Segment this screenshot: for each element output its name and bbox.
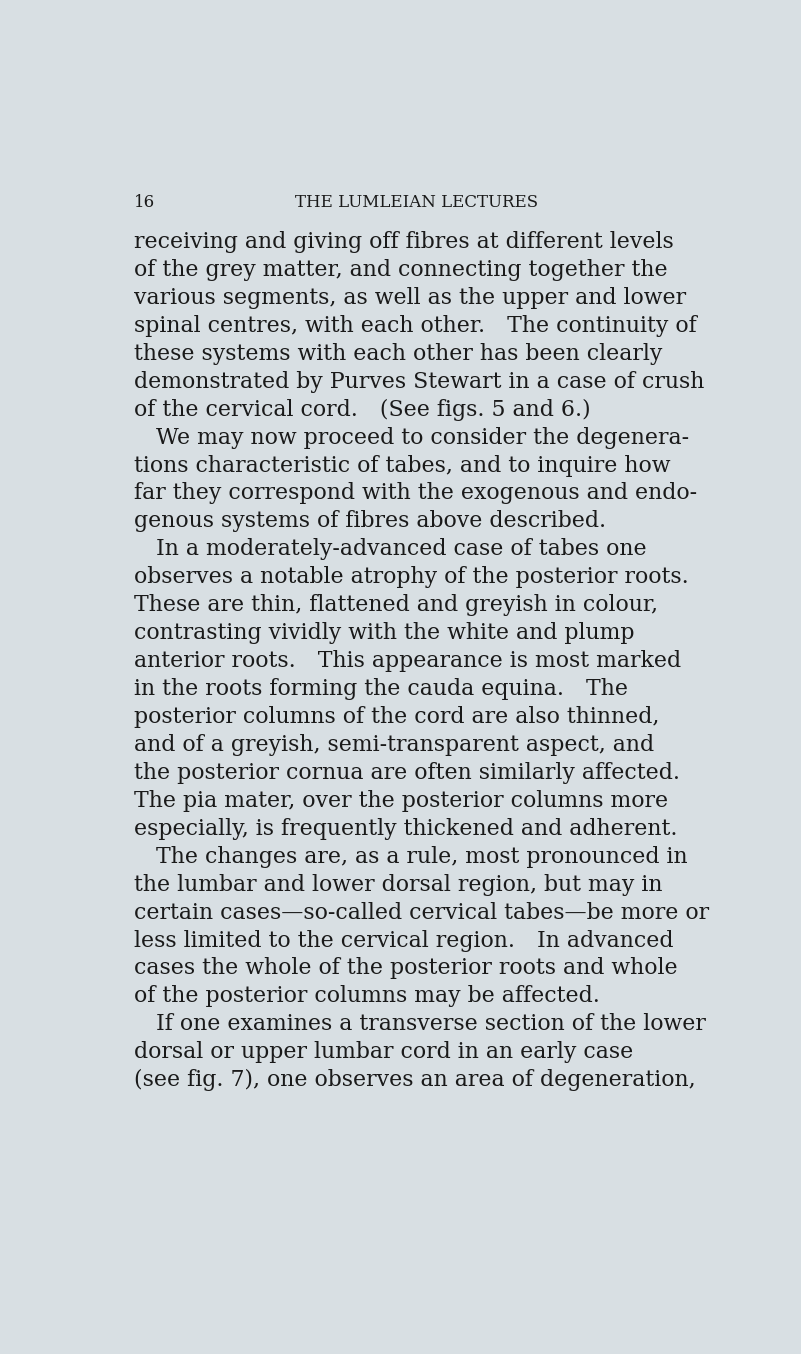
Text: dorsal or upper lumbar cord in an early case: dorsal or upper lumbar cord in an early …: [135, 1041, 634, 1063]
Text: these systems with each other has been clearly: these systems with each other has been c…: [135, 343, 662, 364]
Text: cases the whole of the posterior roots and whole: cases the whole of the posterior roots a…: [135, 957, 678, 979]
Text: spinal centres, with each other.  The continuity of: spinal centres, with each other. The con…: [135, 314, 697, 337]
Text: 16: 16: [135, 195, 155, 211]
Text: If one examines a transverse section of the lower: If one examines a transverse section of …: [135, 1013, 706, 1036]
Text: various segments, as well as the upper and lower: various segments, as well as the upper a…: [135, 287, 686, 309]
Text: certain cases—so-called cervical tabes—be more or: certain cases—so-called cervical tabes—b…: [135, 902, 710, 923]
Text: of the posterior columns may be affected.: of the posterior columns may be affected…: [135, 986, 600, 1007]
Text: In a moderately-advanced case of tabes one: In a moderately-advanced case of tabes o…: [135, 539, 647, 561]
Text: THE LUMLEIAN LECTURES: THE LUMLEIAN LECTURES: [295, 195, 538, 211]
Text: We may now proceed to consider the degenera-: We may now proceed to consider the degen…: [135, 427, 690, 448]
Text: especially, is frequently thickened and adherent.: especially, is frequently thickened and …: [135, 818, 678, 839]
Text: These are thin, flattened and greyish in colour,: These are thin, flattened and greyish in…: [135, 594, 658, 616]
Text: (see fig. 7), one observes an area of degeneration,: (see fig. 7), one observes an area of de…: [135, 1070, 696, 1091]
Text: far they correspond with the exogenous and endo-: far they correspond with the exogenous a…: [135, 482, 698, 505]
Text: tions characteristic of tabes, and to inquire how: tions characteristic of tabes, and to in…: [135, 455, 670, 477]
Text: The changes are, as a rule, most pronounced in: The changes are, as a rule, most pronoun…: [135, 846, 688, 868]
Text: demonstrated by Purves Stewart in a case of crush: demonstrated by Purves Stewart in a case…: [135, 371, 705, 393]
Text: posterior columns of the cord are also thinned,: posterior columns of the cord are also t…: [135, 705, 660, 728]
Text: in the roots forming the cauda equina.  The: in the roots forming the cauda equina. T…: [135, 678, 628, 700]
Text: contrasting vividly with the white and plump: contrasting vividly with the white and p…: [135, 621, 634, 645]
Text: observes a notable atrophy of the posterior roots.: observes a notable atrophy of the poster…: [135, 566, 689, 588]
Text: the posterior cornua are often similarly affected.: the posterior cornua are often similarly…: [135, 762, 680, 784]
Text: less limited to the cervical region.  In advanced: less limited to the cervical region. In …: [135, 929, 674, 952]
Text: The pia mater, over the posterior columns more: The pia mater, over the posterior column…: [135, 789, 668, 812]
Text: the lumbar and lower dorsal region, but may in: the lumbar and lower dorsal region, but …: [135, 873, 662, 895]
Text: genous systems of fibres above described.: genous systems of fibres above described…: [135, 510, 606, 532]
Text: of the cervical cord.  (See figs. 5 and 6.): of the cervical cord. (See figs. 5 and 6…: [135, 398, 591, 421]
Text: of the grey matter, and connecting together the: of the grey matter, and connecting toget…: [135, 259, 668, 280]
Text: receiving and giving off fibres at different levels: receiving and giving off fibres at diffe…: [135, 232, 674, 253]
Text: and of a greyish, semi-transparent aspect, and: and of a greyish, semi-transparent aspec…: [135, 734, 654, 756]
Text: anterior roots.  This appearance is most marked: anterior roots. This appearance is most …: [135, 650, 682, 672]
